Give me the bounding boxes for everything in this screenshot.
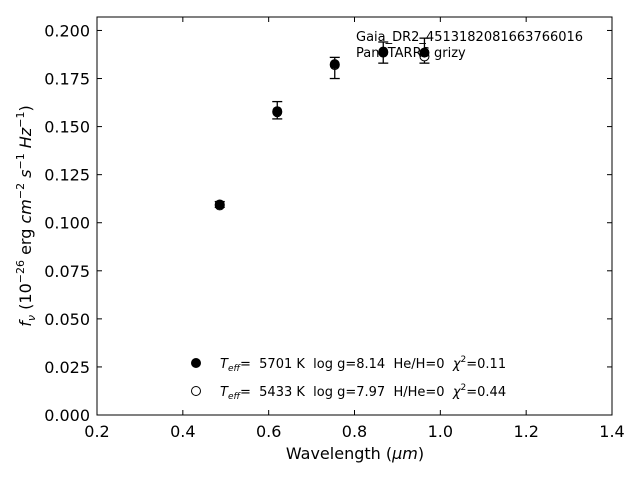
y-tick-label: 0.050 [44, 310, 90, 329]
y-label-s: s [16, 170, 35, 183]
legend-2-T: T [220, 385, 229, 400]
y-tick-label: 0.025 [44, 358, 90, 377]
legend: Teff= 5701 K log g=8.14 He/H=0 χ2=0.11 T… [191, 355, 506, 402]
x-tick-label: 0.4 [170, 422, 195, 441]
x-label-unit: μm [391, 444, 418, 463]
model-point-filled [419, 47, 430, 58]
axis-ticks: 0.2 0.4 0.6 0.8 1.0 1.2 1.4 0.000 0.025 0.050 0.07… [44, 17, 625, 441]
y-label-exp2: −2 [14, 183, 27, 199]
annotation-survey: PanSTARRS grizy [356, 46, 466, 61]
x-tick-label: 1.0 [428, 422, 453, 441]
y-axis-label: fν (10−26 erg cm−2 s−1 Hz−1) [14, 105, 38, 326]
y-label-exp1: −26 [14, 260, 27, 283]
x-tick-label: 0.2 [84, 422, 109, 441]
y-label-close: ) [16, 105, 35, 111]
model-point-filled [378, 46, 389, 57]
y-label-exp4: −1 [14, 112, 27, 128]
legend-2-chi-val: =0.44 [466, 385, 506, 400]
legend-2-chi-exp: 2 [461, 383, 467, 393]
y-label-exp3: −1 [14, 153, 27, 169]
y-label-hz: Hz [16, 127, 35, 153]
legend-2-params: = 5433 K log g=7.97 H/He=0 [240, 385, 453, 400]
y-label-erg: erg [16, 224, 35, 260]
y-tick-label: 0.100 [44, 214, 90, 233]
legend-1-chi: χ [452, 357, 462, 372]
legend-1-T: T [220, 357, 229, 372]
x-tick-label: 0.6 [256, 422, 281, 441]
y-tick-label: 0.000 [44, 406, 90, 425]
legend-marker-open [191, 386, 201, 396]
x-label-close: ) [418, 444, 424, 463]
plot-frame [96, 16, 613, 416]
legend-label-1: Teff= 5701 K log g=8.14 He/H=0 χ2=0.11 [220, 355, 506, 374]
legend-2-eff: eff [228, 392, 242, 402]
y-tick-label: 0.075 [44, 262, 90, 281]
legend-marker-filled [191, 358, 201, 368]
y-label-f: f [16, 319, 35, 327]
data-marks [214, 37, 430, 211]
x-tick-label: 1.2 [513, 422, 538, 441]
x-axis-label: Wavelength (μm) [286, 444, 424, 463]
y-label-open: (10 [16, 283, 35, 315]
y-label-nu: ν [25, 315, 38, 321]
x-tick-label: 0.8 [342, 422, 367, 441]
legend-2-chi: χ [452, 385, 462, 400]
y-tick-label: 0.125 [44, 166, 90, 185]
model-point-filled [329, 59, 340, 70]
legend-label-2: Teff= 5433 K log g=7.97 H/He=0 χ2=0.44 [220, 383, 506, 402]
annotation-object-id: Gaia_DR2_4513182081663766016 [356, 30, 583, 45]
x-label-main: Wavelength ( [286, 444, 392, 463]
legend-1-chi-exp: 2 [461, 355, 467, 365]
x-tick-label: 1.4 [599, 422, 624, 441]
y-tick-label: 0.150 [44, 118, 90, 137]
model-point-filled [214, 199, 225, 210]
model-point-filled [272, 106, 283, 117]
legend-1-chi-val: =0.11 [466, 357, 506, 372]
legend-1-eff: eff [228, 364, 242, 374]
legend-1-params: = 5701 K log g=8.14 He/H=0 [240, 357, 453, 372]
y-label-cm: cm [16, 199, 35, 223]
y-tick-label: 0.175 [44, 70, 90, 89]
y-tick-label: 0.200 [44, 21, 90, 40]
